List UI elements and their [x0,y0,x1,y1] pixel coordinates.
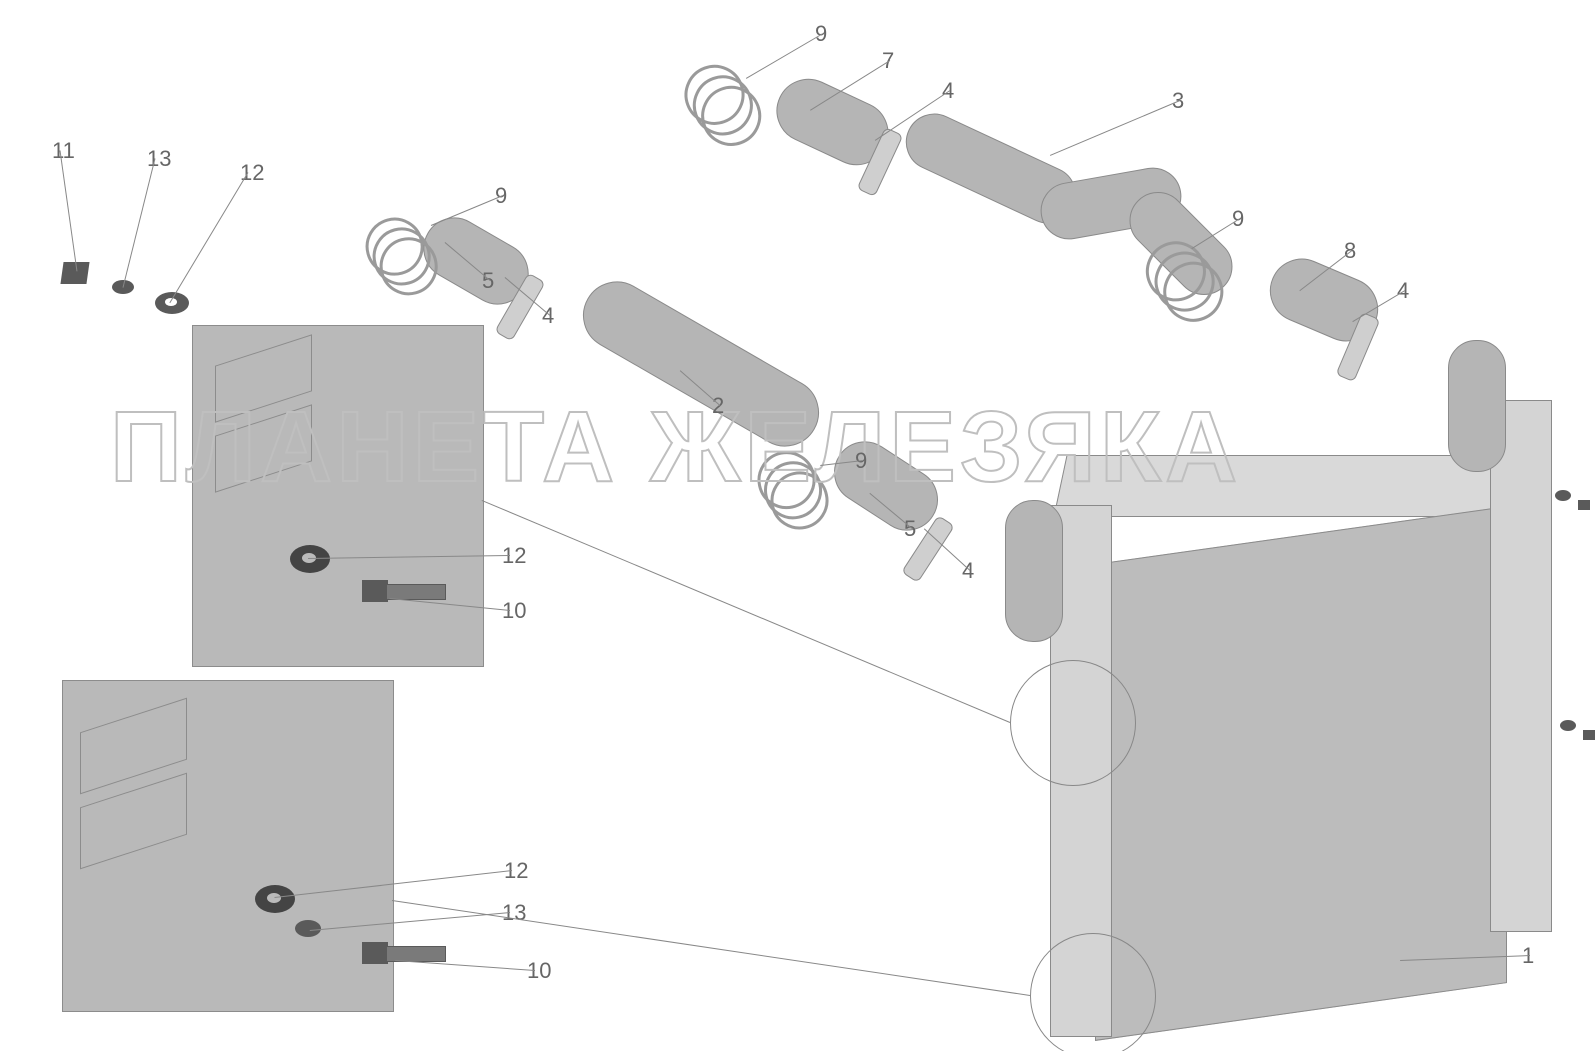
radiator-left-elbow [1005,500,1063,642]
bolt-10-upper-head [362,580,388,602]
callout-label-11: 11 [52,138,75,164]
callout-leader-12 [170,172,249,303]
rad-right-bolt-1 [1578,500,1590,510]
radiator-right-tank [1490,400,1552,932]
callout-label-5: 5 [904,516,916,542]
diagram-canvas: { "watermark": { "text": "ПЛАНЕТА ЖЕЛЕЗЯ… [0,0,1596,1051]
rad-right-bolt-2 [1583,730,1595,740]
radiator-right-elbow [1448,340,1506,472]
zoom-circle-upper [1010,660,1136,786]
callout-leader-13 [123,158,156,287]
callout-label-12: 12 [240,160,264,186]
callout-leader-10 [395,960,535,971]
zoom-leader-1 [392,900,1030,996]
radiator-core [1095,506,1507,1041]
callout-label-2: 2 [712,393,724,419]
bolt-10-lower-head [362,942,388,964]
callout-label-10: 10 [502,598,526,624]
rad-right-washer-1 [1555,490,1571,501]
zoom-circle-lower [1030,933,1156,1051]
inlet-pipe-2 [571,269,832,459]
callout-label-5: 5 [482,268,494,294]
callout-leader-9 [746,33,823,79]
callout-label-4: 4 [962,558,974,584]
callout-leader-11 [60,150,78,271]
callout-label-4: 4 [542,303,554,329]
rad-right-washer-2 [1560,720,1576,731]
callout-label-10: 10 [527,958,551,984]
callout-leader-3 [1050,100,1180,156]
callout-label-13: 13 [147,146,171,172]
